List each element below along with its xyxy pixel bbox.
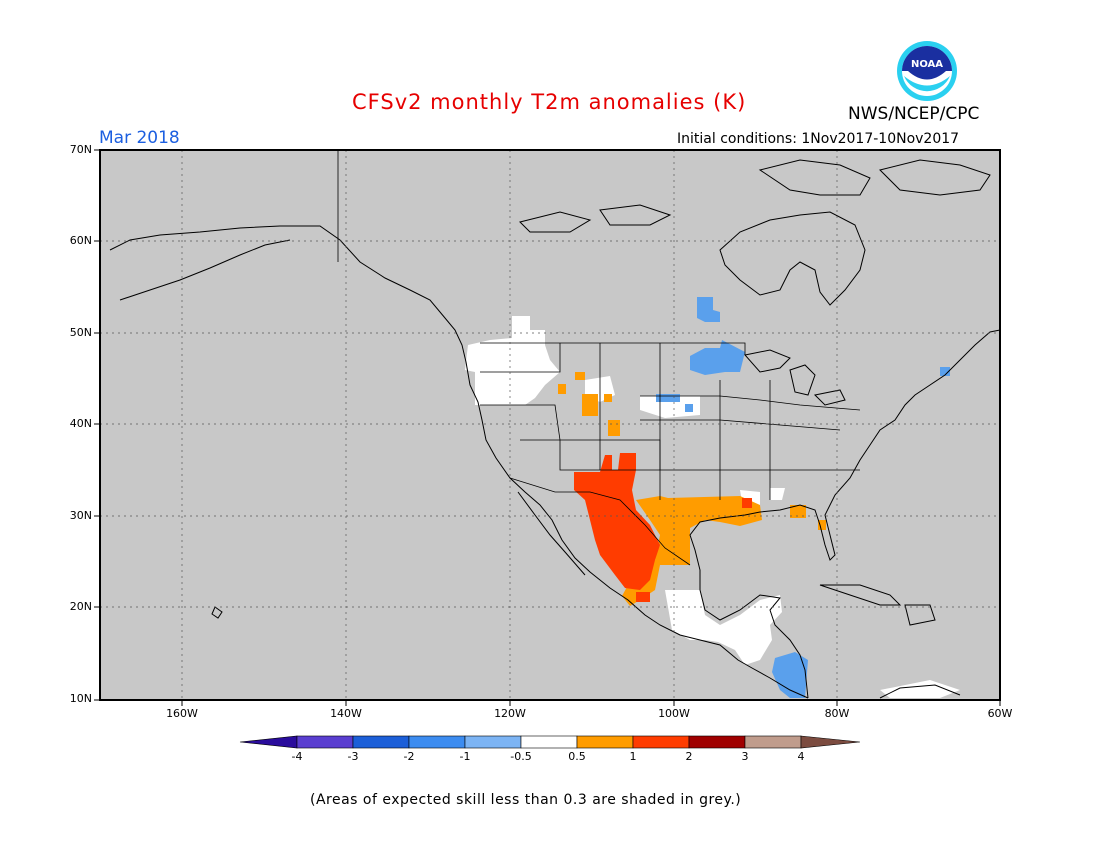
colorbar-segment-1 — [296, 735, 354, 749]
forecast-period: Mar 2018 — [99, 128, 180, 148]
lon-label-120w: 120W — [494, 707, 526, 720]
colorbar-label: -1 — [459, 750, 471, 763]
logo-text: NOAA — [911, 59, 943, 70]
chart-title: CFSv2 monthly T2m anomalies (K) — [352, 90, 747, 114]
colorbar-label: 1 — [629, 750, 637, 763]
colorbar-label: 0.5 — [568, 750, 586, 763]
initial-conditions: Initial conditions: 1Nov2017-10Nov2017 — [677, 131, 960, 147]
map-frame — [99, 149, 1001, 701]
lat-label-70n: 70N — [69, 143, 92, 156]
lat-label-10n: 10N — [69, 692, 92, 705]
colorbar-segment-3 — [408, 735, 466, 749]
lat-label-60n: 60N — [69, 234, 92, 247]
colorbar-segment-10 — [800, 735, 861, 749]
coastlines — [109, 159, 1001, 699]
lon-label-100w: 100W — [658, 707, 690, 720]
colorbar-label: -3 — [347, 750, 359, 763]
lat-label-40n: 40N — [69, 417, 92, 430]
lon-label-140w: 140W — [330, 707, 362, 720]
lat-label-30n: 30N — [69, 509, 92, 522]
anomaly-white-patches — [465, 316, 960, 698]
lon-label-80w: 80W — [824, 707, 850, 720]
colorbar-label: -4 — [291, 750, 303, 763]
colorbar-label: 3 — [741, 750, 749, 763]
colorbar — [239, 735, 861, 749]
colorbar-segment-8 — [688, 735, 746, 749]
colorbar-segment-0 — [239, 735, 298, 749]
lat-label-20n: 20N — [69, 600, 92, 613]
colorbar-segment-5 — [520, 735, 578, 749]
colorbar-segment-6 — [576, 735, 634, 749]
map-background — [100, 150, 1000, 700]
colorbar-label: -0.5 — [510, 750, 532, 763]
colorbar-label: -2 — [403, 750, 415, 763]
colorbar-segment-4 — [464, 735, 522, 749]
noaa-logo: NOAA — [897, 41, 957, 101]
lat-label-50n: 50N — [69, 326, 92, 339]
colorbar-segment-7 — [632, 735, 690, 749]
colorbar-segment-9 — [744, 735, 802, 749]
borders — [337, 150, 861, 566]
colorbar-label: 4 — [797, 750, 805, 763]
agency-label: NWS/NCEP/CPC — [848, 104, 980, 124]
lon-label-60w: 60W — [987, 707, 1013, 720]
skill-footnote: (Areas of expected skill less than 0.3 a… — [310, 792, 742, 808]
lon-label-160w: 160W — [166, 707, 198, 720]
anomaly-red-patches — [574, 453, 752, 602]
colorbar-segment-2 — [352, 735, 410, 749]
colorbar-label: 2 — [685, 750, 693, 763]
graticule — [100, 150, 1000, 700]
